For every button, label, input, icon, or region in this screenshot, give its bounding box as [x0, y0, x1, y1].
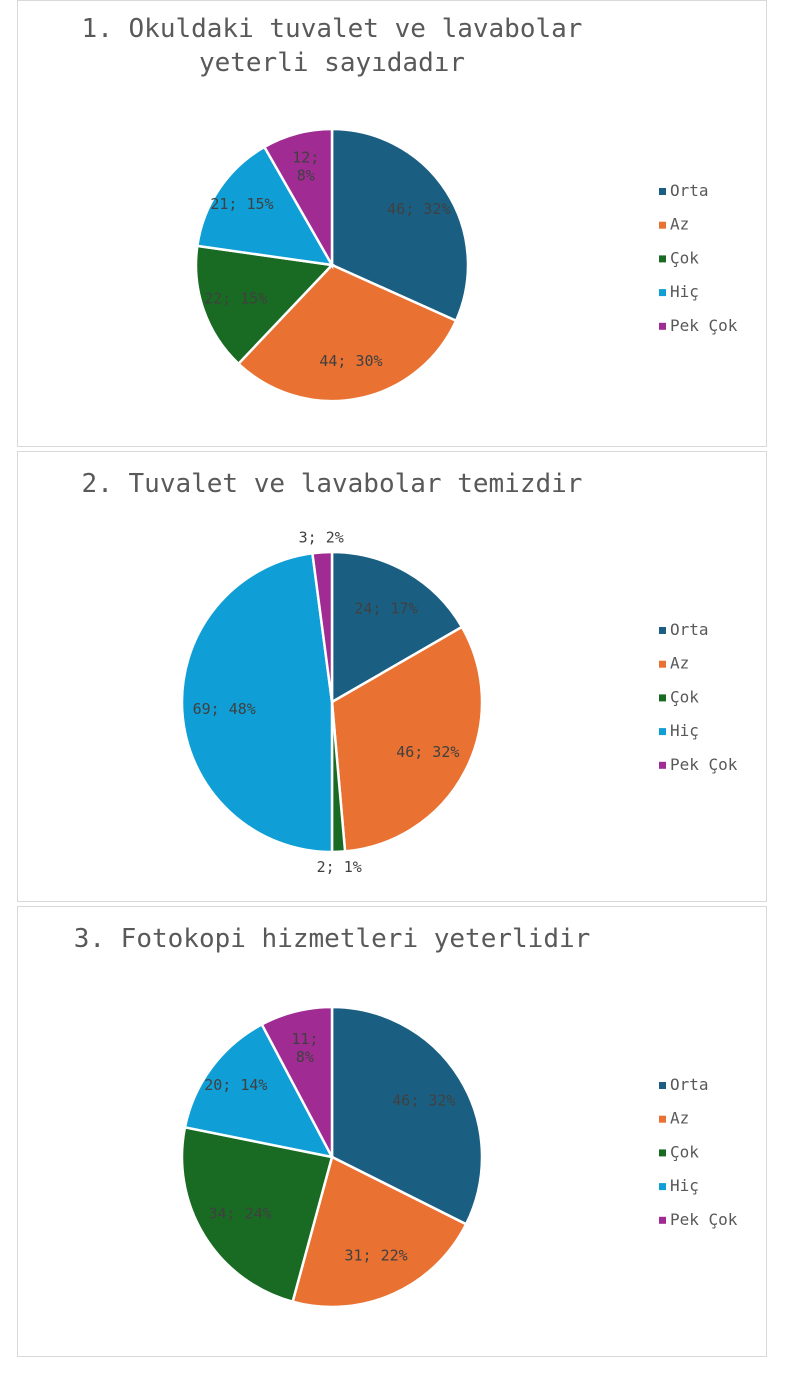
pie-slice-hic — [195, 145, 335, 267]
pie-slice-hic — [180, 551, 334, 854]
legend-label-cok: Çok — [670, 248, 699, 267]
legend-label-hic: Hiç — [670, 282, 699, 301]
legend-swatch-az — [659, 221, 666, 229]
legend-label-pek-cok: Pek Çok — [670, 1210, 738, 1229]
chart-panel-1: 1. Okuldaki tuvalet ve lavabolar yeterli … — [17, 0, 767, 447]
legend-label-hic: Hiç — [670, 721, 699, 740]
legend-swatch-cok — [659, 1149, 666, 1157]
legend-swatch-orta — [659, 1082, 666, 1089]
data-label-pek-cok: 3; 2% — [299, 528, 344, 546]
chart-title-line: 2. Tuvalet ve lavabolar temizdir — [82, 469, 583, 499]
legend-swatch-cok — [659, 255, 666, 263]
data-label-pek-cok: 11; 8% — [291, 1030, 318, 1066]
data-label-az: 46; 32% — [396, 743, 459, 761]
legend-swatch-az — [659, 1115, 666, 1123]
legend-label-pek-cok: Pek Çok — [670, 755, 738, 774]
legend-swatch-orta — [659, 188, 666, 195]
pie-chart-3: 3. Fotokopi hizmetleri yeterlidir 46; 32%… — [74, 924, 738, 1309]
legend-label-pek-cok: Pek Çok — [670, 316, 738, 335]
legend-swatch-pek-cok — [659, 1216, 666, 1224]
pie-chart-2: 2. Tuvalet ve lavabolar temizdir 24; 17% 4… — [82, 469, 738, 876]
legend-label-az: Az — [670, 1109, 689, 1128]
pie-slice-az — [330, 625, 484, 853]
data-label-orta: 46; 32% — [392, 1091, 455, 1109]
legend-label-cok: Çok — [670, 687, 699, 706]
pie-slice-az — [291, 1155, 468, 1309]
legend-label-hic: Hiç — [670, 1176, 699, 1195]
data-label-cok: 22; 15% — [204, 290, 267, 308]
legend-swatch-hic — [659, 1183, 666, 1191]
chart-title-line: yeterli sayıdadır — [199, 48, 465, 78]
legend-label-az: Az — [670, 654, 689, 673]
data-label-pek-cok: 12; 8% — [292, 148, 319, 184]
legend-swatch-az — [659, 660, 666, 668]
pie-slice-cok — [180, 1125, 334, 1304]
pie-slice-pek-cok — [260, 1005, 334, 1158]
data-label-hic: 21; 15% — [210, 195, 273, 213]
pie-slice-orta — [330, 1005, 484, 1226]
legend-swatch-orta — [659, 627, 666, 634]
pie-slice-hic — [183, 1022, 335, 1159]
legend-label-orta: Orta — [670, 181, 709, 200]
pie-slice-cok — [194, 244, 335, 366]
data-label-az: 44; 30% — [319, 352, 382, 370]
legend-label-az: Az — [670, 215, 689, 234]
pie-slice-az — [236, 263, 458, 403]
pie-slice-orta — [330, 550, 464, 705]
pie-slice-orta — [330, 127, 470, 323]
pie-chart-1: 1. Okuldaki tuvalet ve lavabolar yeterli … — [82, 14, 738, 403]
legend-swatch-pek-cok — [659, 322, 666, 330]
chart-panel-3: 3. Fotokopi hizmetleri yeterlidir 46; 32%… — [17, 906, 767, 1357]
pie-slice-pek-cok — [311, 550, 334, 703]
data-label-az: 31; 22% — [344, 1247, 407, 1265]
legend-swatch-cok — [659, 694, 666, 702]
pie-slice-pek-cok — [262, 127, 334, 270]
data-label-orta: 24; 17% — [354, 599, 417, 617]
legend-label-cok: Çok — [670, 1142, 699, 1161]
legend-swatch-pek-cok — [659, 761, 666, 769]
data-label-cok: 2; 1% — [317, 858, 362, 876]
legend-label-orta: Orta — [670, 1075, 709, 1094]
chart-title-line: 1. Okuldaki tuvalet ve lavabolar — [82, 14, 583, 44]
data-label-cok: 34; 24% — [208, 1205, 271, 1223]
chart-panel-2: 2. Tuvalet ve lavabolar temizdir 24; 17% 4… — [17, 451, 767, 902]
data-label-hic: 20; 14% — [204, 1076, 267, 1094]
legend-label-orta: Orta — [670, 620, 709, 639]
legend-swatch-hic — [659, 289, 666, 297]
legend-swatch-hic — [659, 728, 666, 736]
data-label-hic: 69; 48% — [193, 700, 256, 718]
data-label-orta: 46; 32% — [387, 200, 450, 218]
chart-title-line: 3. Fotokopi hizmetleri yeterlidir — [74, 924, 591, 954]
